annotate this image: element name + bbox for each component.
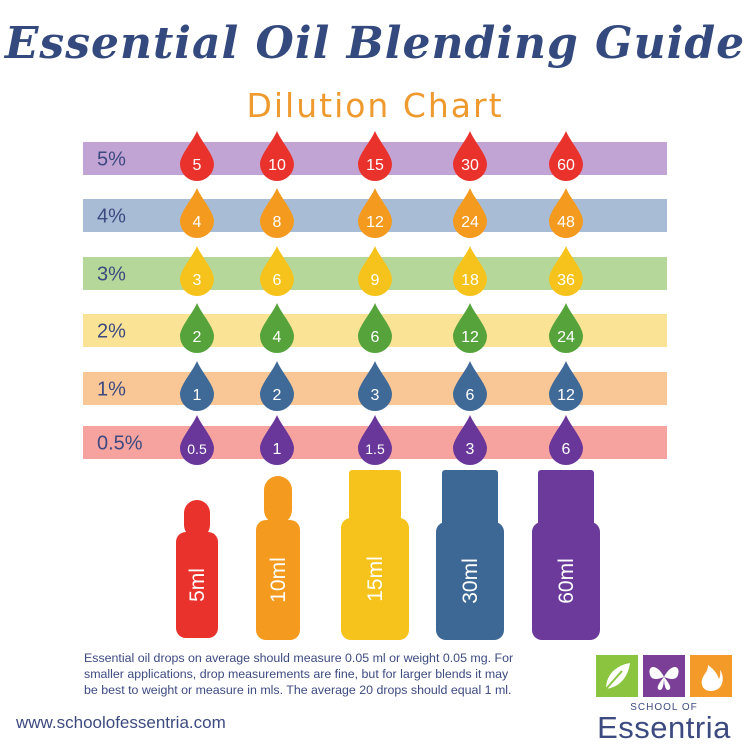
drop-icon bbox=[453, 131, 487, 181]
drop-count-label: 12 bbox=[366, 214, 384, 231]
footnote-line-2: smaller applications, drop measurements … bbox=[84, 667, 509, 681]
bottle-size-label: 15ml bbox=[364, 556, 387, 602]
drop-icon bbox=[180, 131, 214, 181]
bottle-size-label: 30ml bbox=[459, 558, 482, 604]
drop-count-label: 8 bbox=[273, 214, 282, 231]
drop-icon bbox=[260, 188, 294, 239]
drop-icon bbox=[453, 246, 487, 296]
bottle-body bbox=[532, 522, 600, 640]
drop-count-label: 12 bbox=[557, 387, 575, 404]
drop-count-label: 4 bbox=[273, 329, 282, 346]
bottle-cap bbox=[442, 470, 498, 526]
dilution-chart: 5% 5 10 15 30 604% 4 8 12 24 483% 3 6 9 18 362% 2 4 6 12 241… bbox=[83, 131, 667, 640]
footnote: Essential oil drops on average should me… bbox=[84, 650, 604, 698]
drop-icon bbox=[260, 246, 294, 297]
drop-icon bbox=[453, 303, 487, 353]
drop-count-label: 1.5 bbox=[365, 441, 385, 457]
chart-subtitle: Dilution Chart bbox=[246, 86, 504, 125]
dilution-percent-label: 2% bbox=[97, 321, 126, 343]
bottle-cap bbox=[349, 470, 401, 522]
bottle-body bbox=[341, 518, 409, 640]
drop-count-label: 4 bbox=[193, 214, 202, 231]
drop-icon bbox=[549, 415, 583, 465]
bottle-size-label: 10ml bbox=[267, 557, 290, 603]
bottle-cap bbox=[538, 470, 594, 526]
drop-count-label: 12 bbox=[461, 329, 479, 346]
bottle-roller-cap bbox=[184, 500, 210, 538]
drop-count-label: 9 bbox=[371, 272, 380, 289]
logo-flame-icon bbox=[690, 655, 732, 697]
logo-butterfly-icon bbox=[643, 655, 685, 697]
drop-icon bbox=[180, 188, 214, 238]
drop-icon bbox=[549, 361, 583, 411]
drop-count-label: 5 bbox=[193, 157, 202, 174]
drop-icon bbox=[549, 303, 583, 353]
logo-name-text: Essentria bbox=[597, 710, 731, 745]
drop-count-label: 6 bbox=[466, 387, 475, 404]
logo-leaf-icon bbox=[596, 655, 638, 697]
drop-icon bbox=[180, 246, 214, 296]
dilution-percent-label: 4% bbox=[97, 206, 126, 228]
drop-icon bbox=[549, 131, 583, 181]
bottle-body bbox=[436, 522, 504, 640]
dilution-percent-label: 1% bbox=[97, 379, 126, 401]
drop-count-label: 3 bbox=[466, 441, 475, 458]
drop-icon bbox=[358, 303, 392, 353]
drop-count-label: 6 bbox=[371, 329, 380, 346]
drop-count-label: 18 bbox=[461, 272, 479, 289]
drop-icon bbox=[358, 246, 392, 296]
drop-icon bbox=[453, 188, 487, 238]
drop-count-label: 2 bbox=[193, 329, 202, 346]
drop-count-label: 3 bbox=[371, 387, 380, 404]
drop-icon bbox=[180, 303, 214, 353]
drop-count-label: 36 bbox=[557, 272, 575, 289]
drop-icon bbox=[180, 415, 214, 465]
bottle-roller-cap bbox=[264, 476, 292, 524]
drop-count-label: 24 bbox=[557, 329, 575, 346]
footnote-line-3: be best to weight or measure in mls. The… bbox=[84, 683, 512, 697]
school-logo: SCHOOL OF Essentria bbox=[590, 655, 738, 745]
footnote-line-1: Essential oil drops on average should me… bbox=[84, 651, 514, 665]
drop-count-label: 0.5 bbox=[187, 441, 207, 457]
drop-count-label: 6 bbox=[562, 441, 571, 458]
drop-count-label: 24 bbox=[461, 214, 479, 231]
drop-count-label: 10 bbox=[268, 157, 286, 174]
drop-icon bbox=[453, 415, 487, 465]
dilution-percent-label: 5% bbox=[97, 149, 126, 171]
bottle-body bbox=[256, 520, 300, 640]
drop-icon bbox=[180, 361, 214, 411]
logo-school-text: SCHOOL OF bbox=[630, 702, 698, 713]
drop-count-label: 1 bbox=[273, 441, 282, 458]
drop-count-label: 2 bbox=[273, 387, 282, 404]
drop-count-label: 3 bbox=[193, 272, 202, 289]
drop-icon bbox=[358, 188, 392, 238]
drop-icon bbox=[260, 361, 294, 412]
website-link[interactable]: www.schoolofessentria.com bbox=[16, 713, 226, 732]
drop-count-label: 60 bbox=[557, 157, 575, 174]
drop-count-label: 15 bbox=[366, 157, 384, 174]
drop-icon bbox=[549, 246, 583, 296]
bottle-body bbox=[176, 532, 218, 638]
drop-count-label: 30 bbox=[461, 157, 479, 174]
bottle-size-label: 60ml bbox=[555, 558, 578, 604]
drop-icon bbox=[358, 131, 392, 181]
drop-count-label: 6 bbox=[273, 272, 282, 289]
bottle-size-label: 5ml bbox=[186, 568, 209, 602]
drop-icon bbox=[260, 131, 294, 182]
drop-icon bbox=[358, 361, 392, 411]
chart-title: Essential Oil Blending Guide bbox=[4, 18, 746, 69]
drop-count-label: 1 bbox=[193, 387, 202, 404]
drop-icon bbox=[549, 188, 583, 238]
drop-icon bbox=[453, 361, 487, 411]
drop-icon bbox=[260, 415, 294, 466]
drop-count-label: 48 bbox=[557, 214, 575, 231]
drop-icon bbox=[260, 303, 294, 354]
drop-icon bbox=[358, 415, 392, 465]
dilution-percent-label: 3% bbox=[97, 264, 126, 286]
dilution-percent-label: 0.5% bbox=[97, 433, 143, 455]
